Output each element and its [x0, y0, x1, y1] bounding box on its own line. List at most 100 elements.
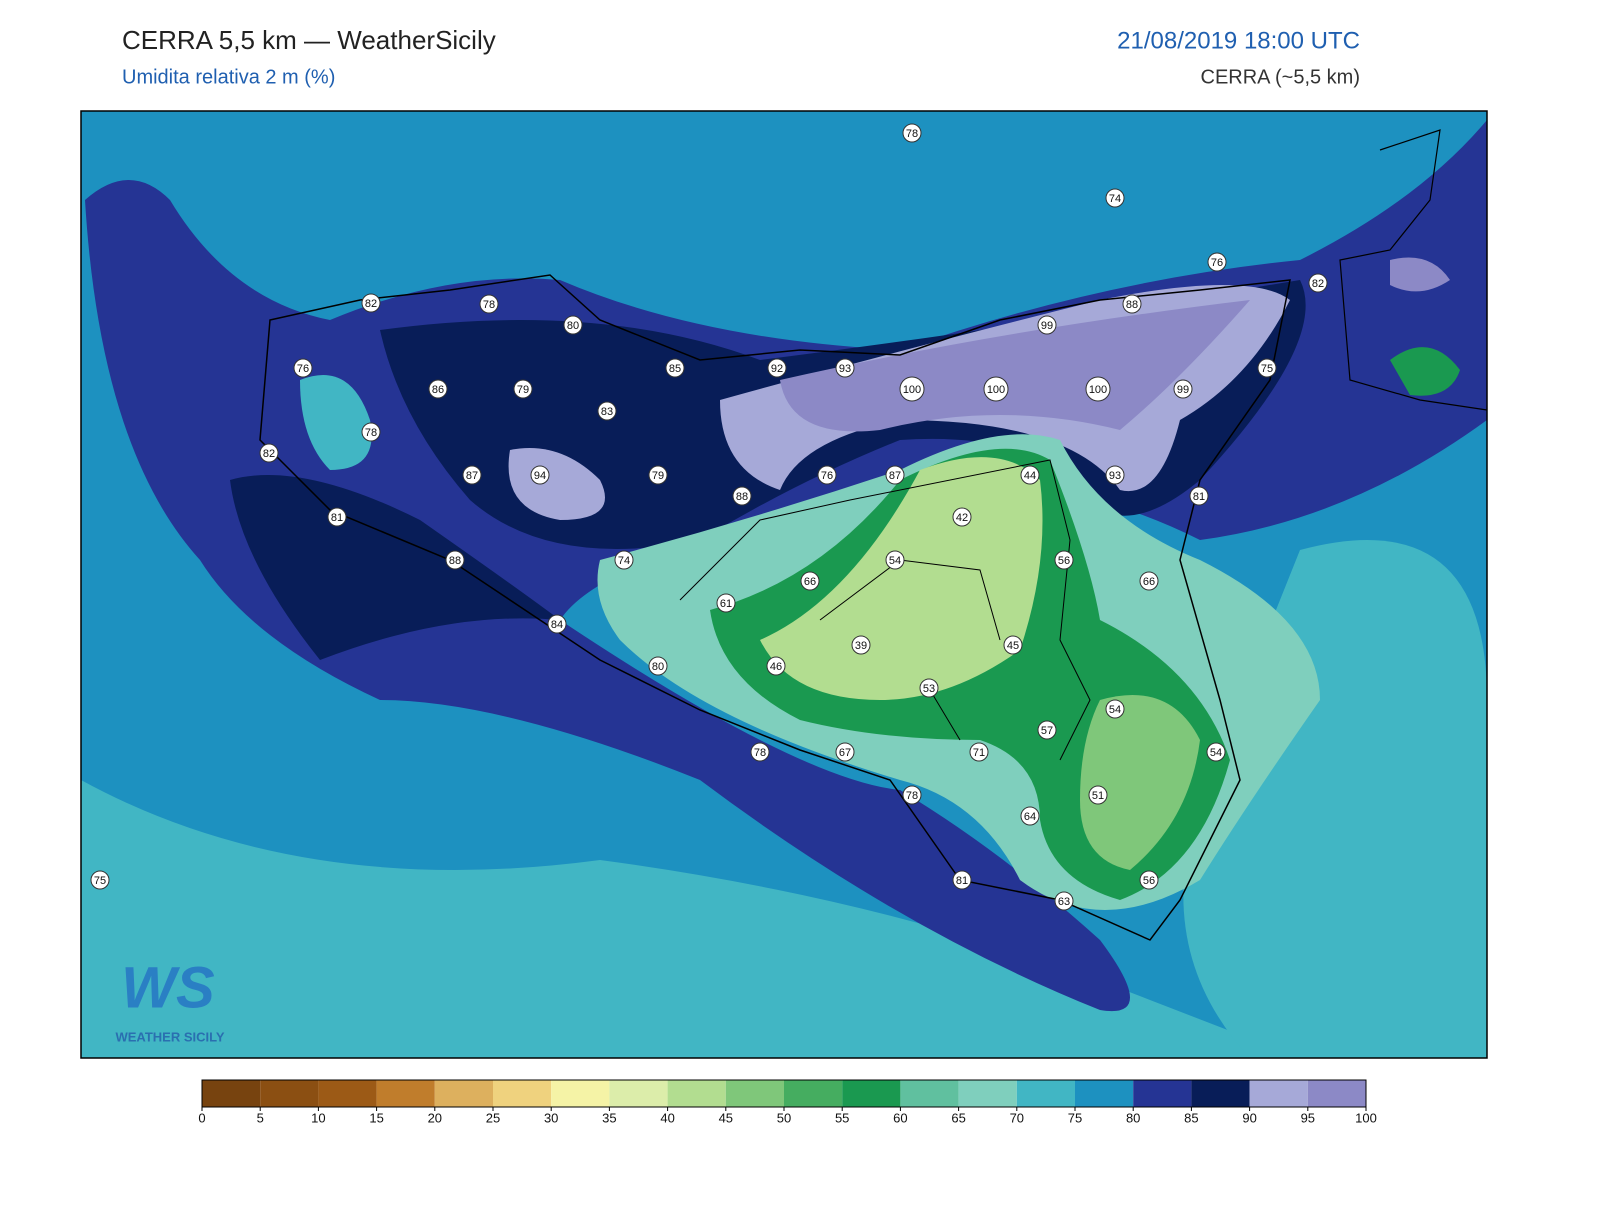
station-value: 78 [365, 427, 377, 439]
station-value: 99 [1177, 384, 1189, 396]
colorbar-tick-label: 20 [428, 1110, 442, 1125]
station-marker [766, 656, 786, 676]
station-value: 99 [1041, 320, 1053, 332]
colorbar-tick-label: 10 [311, 1110, 325, 1125]
station-marker [1105, 465, 1125, 485]
station-value: 54 [1109, 704, 1121, 716]
station-marker [919, 678, 939, 698]
station-marker [1308, 273, 1328, 293]
colorbar-swatch [725, 1080, 784, 1107]
station-value: 80 [567, 320, 579, 332]
station-value: 67 [839, 747, 851, 759]
station-marker [1122, 294, 1142, 314]
station-value: 82 [1312, 278, 1324, 290]
station-value: 88 [449, 555, 461, 567]
station-marker [428, 379, 448, 399]
station-marker [800, 571, 820, 591]
station-value: 79 [652, 470, 664, 482]
colorbar-swatch [202, 1080, 261, 1107]
station-value: 45 [1007, 640, 1019, 652]
station-marker [1020, 806, 1040, 826]
station-marker [361, 422, 381, 442]
station-value: 71 [973, 747, 985, 759]
station-value: 83 [601, 406, 613, 418]
station-marker [732, 486, 752, 506]
station-marker [462, 465, 482, 485]
station-marker [902, 785, 922, 805]
colorbar-swatch [1133, 1080, 1192, 1107]
colorbar-tick-label: 65 [951, 1110, 965, 1125]
station-marker [1206, 742, 1226, 762]
colorbar: 0 5 10 15 20 25 30 35 40 45 50 55 60 65 70 75 80 85 90 95 10… [198, 1079, 1377, 1125]
station-value: 74 [618, 555, 630, 567]
station-value: 93 [839, 363, 851, 375]
station-marker [1139, 870, 1159, 890]
station-marker [1139, 571, 1159, 591]
station-marker [665, 358, 685, 378]
station-marker [1003, 635, 1023, 655]
station-marker [952, 507, 972, 527]
station-value: 75 [1261, 363, 1273, 375]
station-value: 54 [889, 555, 901, 567]
title: CERRA 5,5 km — WeatherSicily [122, 25, 496, 55]
colorbar-tick-label: 85 [1184, 1110, 1198, 1125]
station-marker [969, 742, 989, 762]
station-value: 46 [770, 661, 782, 673]
station-value: 74 [1109, 193, 1121, 205]
station-value: 75 [94, 875, 106, 887]
model: CERRA (~5,5 km) [1201, 66, 1360, 88]
station-marker [1105, 188, 1125, 208]
station-value: 64 [1024, 811, 1036, 823]
station-value: 100 [903, 384, 921, 396]
station-marker [851, 635, 871, 655]
station-value: 66 [1143, 576, 1155, 588]
logo-mark: WS [121, 955, 215, 1020]
station-marker [648, 465, 668, 485]
station-value: 94 [534, 470, 546, 482]
colorbar-tick-label: 90 [1242, 1110, 1256, 1125]
station-marker [513, 379, 533, 399]
colorbar-swatch [493, 1080, 552, 1107]
station-value: 76 [821, 470, 833, 482]
station-value: 61 [720, 598, 732, 610]
station-value: 93 [1109, 470, 1121, 482]
station-marker [1207, 252, 1227, 272]
station-value: 87 [889, 470, 901, 482]
station-value: 82 [263, 448, 275, 460]
station-marker [563, 315, 583, 335]
logo-name: WEATHER SICILY [115, 1029, 224, 1044]
station-marker [1257, 358, 1277, 378]
station-marker [614, 550, 634, 570]
colorbar-swatch [318, 1080, 377, 1107]
station-value: 80 [652, 661, 664, 673]
station-value: 56 [1143, 875, 1155, 887]
station-marker [835, 742, 855, 762]
colorbar-tick-label: 45 [719, 1110, 733, 1125]
station-value: 100 [987, 384, 1005, 396]
station-value: 53 [923, 683, 935, 695]
colorbar-tick-label: 40 [660, 1110, 674, 1125]
station-marker [902, 123, 922, 143]
station-marker [1054, 891, 1074, 911]
colorbar-swatch [434, 1080, 493, 1107]
station-value: 56 [1058, 555, 1070, 567]
station-value: 76 [1211, 257, 1223, 269]
colorbar-tick-label: 55 [835, 1110, 849, 1125]
station-value: 51 [1092, 790, 1104, 802]
colorbar-swatch [376, 1080, 435, 1107]
station-marker [648, 656, 668, 676]
station-marker [767, 358, 787, 378]
station-value: 88 [736, 491, 748, 503]
colorbar-tick-label: 15 [369, 1110, 383, 1125]
station-value: 86 [432, 384, 444, 396]
station-marker [1054, 550, 1074, 570]
station-marker [1037, 315, 1057, 335]
colorbar-tick-label: 95 [1301, 1110, 1315, 1125]
colorbar-tick-label: 5 [257, 1110, 264, 1125]
map [81, 111, 1487, 1058]
colorbar-swatch [609, 1080, 668, 1107]
datetime: 21/08/2019 18:00 UTC [1117, 27, 1360, 54]
colorbar-swatch [842, 1080, 901, 1107]
colorbar-swatch [1307, 1080, 1366, 1107]
